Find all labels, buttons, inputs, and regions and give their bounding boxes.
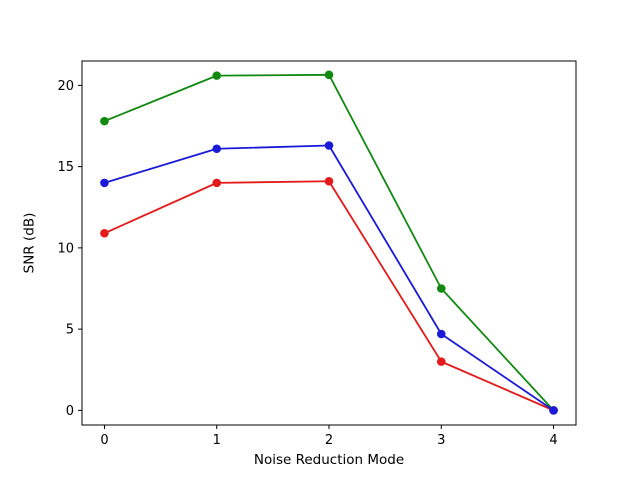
y-tick-label: 20 [57,79,74,94]
x-tick-label: 1 [213,433,221,448]
blue-line-marker [100,178,109,188]
green-line-marker [324,70,334,80]
x-tick-label: 3 [437,433,445,448]
blue-line-marker [549,406,558,415]
red-line-marker [324,176,334,186]
green-line-marker [436,284,446,293]
y-tick-label: 0 [66,404,74,419]
green-line-path [103,73,555,412]
x-tick-label: 0 [100,433,108,448]
red-line-marker [212,178,222,188]
plot-frame [81,60,577,426]
blue-line-marker [436,329,446,339]
red-line-marker [436,357,446,366]
green-line-marker [100,116,109,126]
red-line-path [103,180,555,412]
red-line-marker [100,228,109,238]
x-tick-label: 2 [325,433,333,448]
y-tick-label: 15 [57,160,74,175]
x-axis-label: Noise Reduction Mode [253,452,405,468]
x-tick-label: 4 [549,433,557,448]
y-tick-label: 5 [66,323,74,338]
blue-line-marker [324,141,334,150]
y-axis-label: SNR (dB) [21,212,38,274]
blue-line-marker [212,144,222,154]
y-tick-label: 10 [57,241,74,256]
green-line-marker [212,71,222,80]
